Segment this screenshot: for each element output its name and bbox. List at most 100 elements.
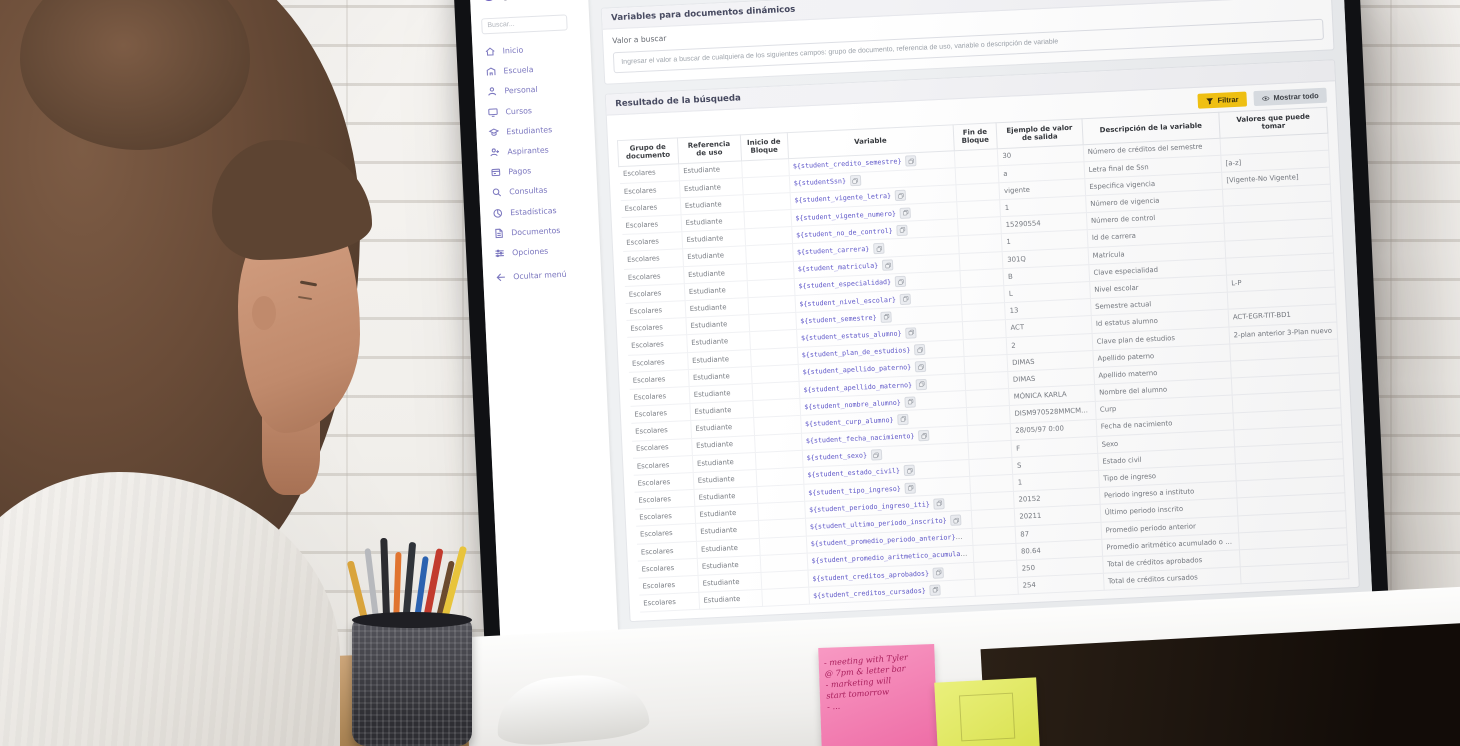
table-body: Escolares Estudiante ${student_credito_sem…	[618, 132, 1349, 613]
cell-fin-bloque	[964, 371, 1009, 391]
sidebar-item-documentos[interactable]: Documentos	[481, 218, 600, 244]
sidebar-item-label: Escuela	[503, 65, 534, 76]
copy-icon[interactable]	[873, 242, 885, 255]
column-header: Inicio de Bloque	[740, 132, 789, 161]
table-row: Escolares Estudiante ${student_estatus_alu…	[626, 304, 1337, 355]
copy-icon[interactable]	[849, 175, 862, 187]
user-icon	[486, 86, 498, 98]
table-row: Escolares Estudiante ${student_matricula} 3…	[623, 235, 1334, 287]
table-row: Escolares Estudiante ${studentSsn} a Letra f…	[619, 149, 1330, 201]
cell-ejemplo-valor: 254	[1017, 573, 1104, 595]
screen: MindBox® Inicio Escuela Personal Cursos Estu…	[469, 0, 1375, 680]
sidebar-item-estadisticas[interactable]: Estadísticas	[480, 198, 599, 224]
payments-icon	[490, 167, 502, 179]
copy-icon[interactable]	[881, 259, 894, 272]
table-row: Escolares Estudiante ${student_carrera} 1 Id…	[622, 218, 1333, 270]
sidebar-search-input[interactable]	[481, 13, 568, 34]
copy-icon[interactable]	[932, 566, 945, 579]
sidebar-menu: Inicio Escuela Personal Cursos Estudiantes As…	[472, 37, 600, 264]
cell-variable: ${student_nombre_alumno}	[799, 390, 967, 416]
sticky-note-doodle	[958, 692, 1016, 742]
table-row: Escolares Estudiante ${student_estado_civi…	[633, 441, 1344, 493]
pen-cup	[352, 618, 472, 746]
table-row: Escolares Estudiante ${student_especialida…	[624, 252, 1335, 304]
filter-button[interactable]: Filtrar	[1197, 91, 1247, 109]
hide-menu-button[interactable]: Ocultar menú	[483, 259, 602, 292]
results-table: Grupo de documento Referencia de uso Inici…	[617, 107, 1350, 613]
cell-variable: ${student_vigente_numero}	[790, 201, 958, 227]
copy-icon[interactable]	[899, 293, 912, 305]
sidebar-item-consultas[interactable]: Consultas	[479, 178, 598, 204]
sidebar-item-cursos[interactable]: Cursos	[475, 97, 594, 123]
cell-variable: ${student_sexo}	[801, 442, 969, 468]
copy-icon[interactable]	[870, 449, 883, 461]
copy-icon[interactable]	[915, 378, 928, 390]
sidebar-item-aspirantes[interactable]: Aspirantes	[477, 138, 596, 164]
sidebar-item-opciones[interactable]: Opciones	[482, 238, 601, 264]
sidebar-item-label: Personal	[504, 85, 538, 96]
sticky-note-pink-text: - meeting with Tyler @ 7pm & letter bar -…	[824, 650, 932, 712]
cell-fin-bloque	[957, 234, 1003, 254]
copy-icon[interactable]	[899, 207, 912, 219]
cell-fin-bloque	[973, 560, 1018, 580]
cell-inicio-bloque	[750, 364, 799, 384]
copy-icon[interactable]	[914, 344, 926, 356]
copy-icon[interactable]	[950, 514, 962, 526]
brand-name: MindBox®	[503, 0, 572, 3]
sidebar-item-pagos[interactable]: Pagos	[478, 158, 597, 184]
copy-icon[interactable]	[929, 584, 942, 596]
results-actions: Filtrar Mostrar todo	[607, 81, 1336, 140]
copy-icon[interactable]	[905, 327, 917, 339]
copy-icon[interactable]	[894, 190, 907, 202]
funnel-icon	[1205, 97, 1213, 105]
cell-fin-bloque	[956, 199, 1001, 219]
variable-code: ${student_credito_semestre}	[792, 157, 902, 171]
wood-desk-edge	[0, 697, 257, 746]
woman-face	[238, 198, 360, 433]
sidebar-item-inicio[interactable]: Inicio	[472, 37, 591, 63]
sidebar-item-estudiantes[interactable]: Estudiantes	[476, 118, 595, 144]
cell-variable: ${student_curp_alumno}	[800, 407, 967, 433]
table-row: Escolares Estudiante ${student_vigente_num…	[621, 184, 1332, 235]
cell-fin-bloque	[972, 543, 1017, 563]
cell-valores	[1240, 561, 1349, 585]
sidebar-item-escuela[interactable]: Escuela	[473, 57, 592, 83]
table-row: Escolares Estudiante ${student_periodo_ing…	[634, 476, 1345, 527]
woman-eye	[297, 295, 313, 301]
copy-icon[interactable]	[897, 413, 909, 426]
sidebar-item-personal[interactable]: Personal	[474, 77, 593, 103]
cell-fin-bloque	[953, 148, 999, 168]
copy-icon[interactable]	[894, 276, 907, 288]
copy-icon[interactable]	[880, 311, 892, 323]
copy-icon[interactable]	[896, 224, 908, 236]
cell-variable: ${student_fecha_nacimiento}	[800, 425, 968, 451]
cell-variable: ${student_estado_civil}	[802, 459, 970, 485]
cell-fin-bloque	[963, 354, 1009, 374]
cell-fin-bloque	[955, 182, 1000, 202]
sidebar-item-label: Aspirantes	[507, 145, 549, 157]
cell-grupo-documento: Escolares	[638, 592, 700, 613]
variable-code: ${student_vigente_letra}	[794, 192, 892, 205]
table-row: Escolares Estudiante ${student_apellido_pa…	[628, 338, 1339, 390]
copy-icon[interactable]	[905, 155, 917, 167]
table-row: Escolares Estudiante ${student_ultimo_peri…	[635, 493, 1346, 544]
copy-icon[interactable]	[914, 361, 927, 373]
variable-code: ${student_creditos_cursados}	[812, 586, 926, 600]
show-all-button[interactable]: Mostrar todo	[1253, 87, 1327, 107]
copy-icon[interactable]	[959, 531, 971, 543]
variable-code: ${student_apellido_paterno}	[802, 363, 912, 377]
logo: MindBox®	[470, 0, 589, 13]
cell-fin-bloque	[967, 440, 1013, 460]
copy-icon[interactable]	[933, 497, 946, 510]
table-row: Escolares Estudiante ${student_tipo_ingres…	[634, 458, 1345, 510]
copy-icon[interactable]	[904, 396, 917, 408]
copy-icon[interactable]	[903, 464, 916, 477]
variable-code: ${student_especialidad}	[798, 278, 892, 291]
pen-cup-rim	[352, 612, 472, 628]
copy-icon[interactable]	[904, 482, 917, 494]
eye-icon	[1261, 94, 1270, 102]
cell-inicio-bloque	[759, 535, 807, 556]
copy-icon[interactable]	[918, 429, 930, 442]
cell-variable: ${student_credito_semestre}	[788, 150, 955, 176]
sidebar-item-label: Estudiantes	[506, 125, 553, 137]
